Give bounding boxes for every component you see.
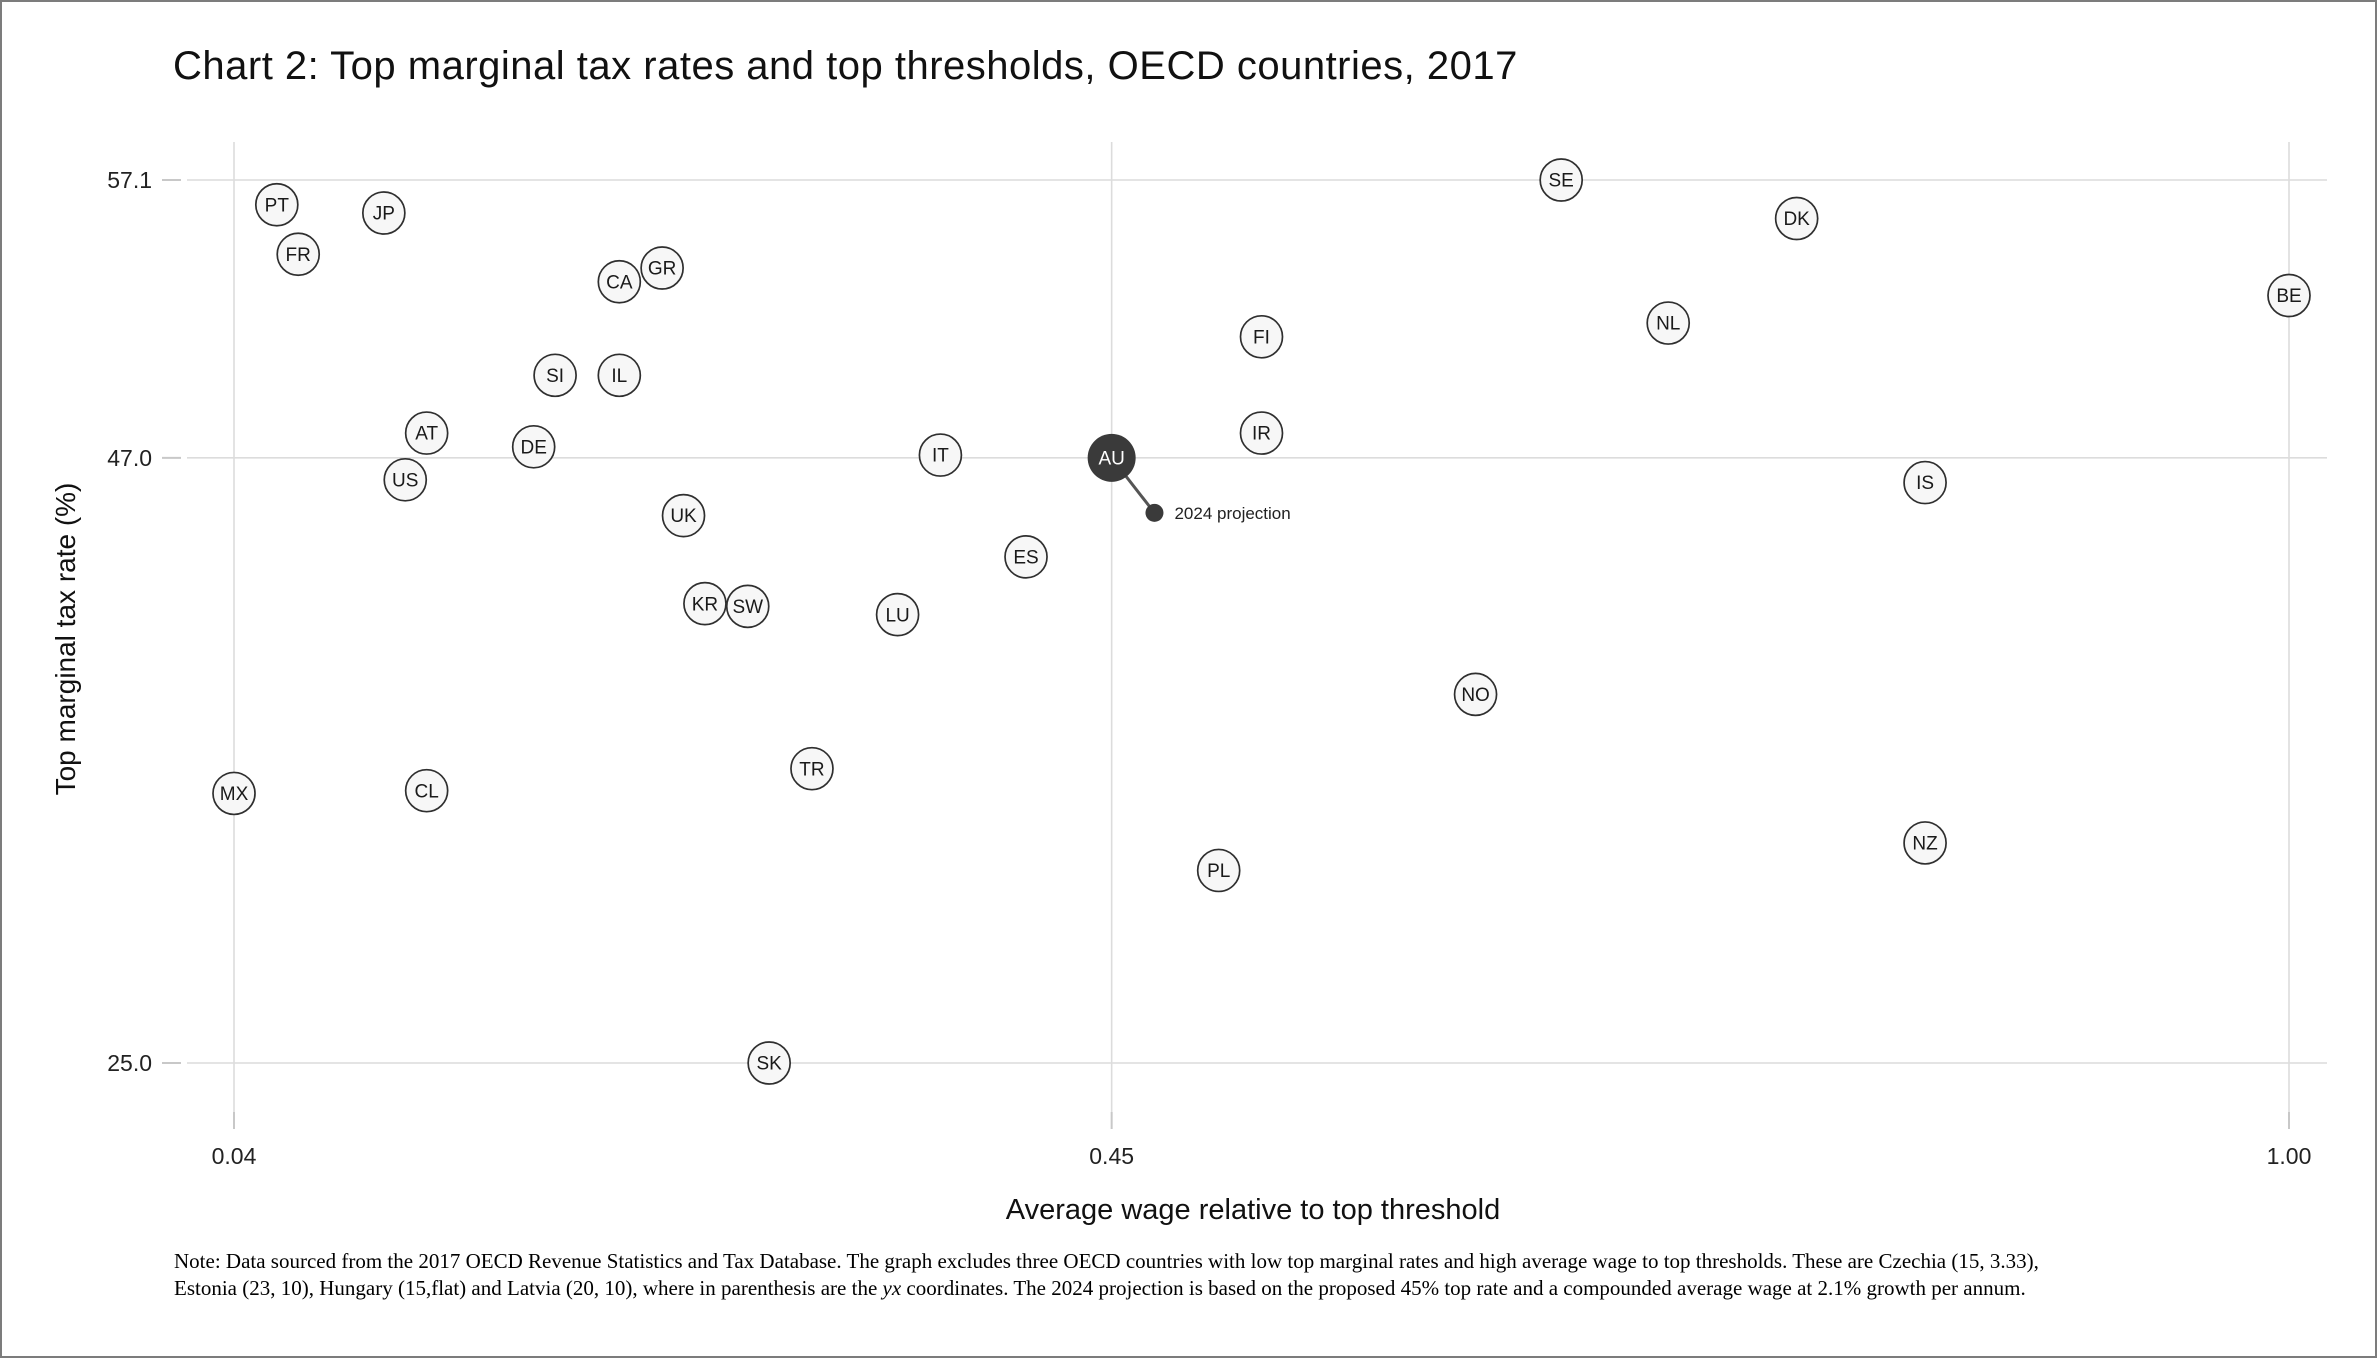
y-tick-label-57.1: 57.1 [107, 167, 152, 193]
data-point-JP [361, 191, 406, 235]
footnote-line-1: Note: Data sourced from the 2017 OECD Re… [174, 1249, 2039, 1273]
data-point-LU [875, 592, 920, 637]
data-point-SK [747, 1041, 792, 1085]
data-point-DE [511, 424, 556, 469]
data-point-label-IT: IT [932, 446, 949, 467]
data-point-label-PT: PT [265, 195, 290, 216]
data-point-IS [1903, 460, 1947, 505]
data-point-label-NL: NL [1656, 314, 1680, 335]
footnote: Note: Data sourced from the 2017 OECD Re… [174, 1248, 2355, 1302]
data-point-label-SE: SE [1549, 171, 1574, 192]
data-point-CL [404, 768, 449, 813]
data-point-label-GR: GR [648, 259, 677, 280]
data-point-label-NO: NO [1461, 685, 1490, 706]
data-point-PL [1196, 848, 1241, 893]
data-point-DK [1774, 196, 1819, 241]
data-point-label-SK: SK [756, 1054, 782, 1075]
data-point-FR [276, 232, 321, 277]
data-point-label-LU: LU [885, 605, 909, 626]
footnote-line-2-b: coordinates. The 2024 projection is base… [901, 1275, 2026, 1300]
data-point-label-TR: TR [799, 759, 824, 780]
data-point-label-SI: SI [546, 366, 564, 387]
data-point-label-BE: BE [2276, 286, 2301, 307]
y-tick-label-47.0: 47.0 [107, 445, 152, 471]
data-point-label-CA: CA [606, 272, 633, 293]
x-tick-label-0.04: 0.04 [212, 1143, 257, 1169]
data-point-label-DE: DE [520, 437, 546, 458]
data-point-label-FI: FI [1253, 327, 1270, 348]
data-point-MX [212, 771, 256, 816]
data-point-PT [254, 182, 299, 227]
data-point-NO [1453, 672, 1498, 717]
data-point-FI [1239, 314, 1284, 359]
footnote-line-2-a: Estonia (23, 10), Hungary (15,flat) and … [174, 1275, 883, 1300]
projection-dot [1145, 503, 1164, 522]
footnote-line-2: Estonia (23, 10), Hungary (15,flat) and … [174, 1275, 2355, 1302]
data-point-label-JP: JP [373, 204, 395, 225]
footnote-yx-italic: yx [882, 1275, 902, 1300]
y-axis-title: Top marginal tax rate (%) [50, 482, 81, 796]
data-point-label-AT: AT [415, 424, 438, 445]
data-point-AT [404, 411, 449, 455]
data-point-IL [597, 353, 642, 398]
data-point-label-PL: PL [1207, 861, 1230, 882]
data-point-US [383, 457, 428, 502]
data-point-label-ES: ES [1013, 548, 1038, 569]
data-point-KR [683, 581, 727, 626]
data-point-label-NZ: NZ [1912, 834, 1938, 855]
data-point-label-UK: UK [670, 506, 697, 527]
data-point-IT [918, 433, 963, 477]
data-point-NZ [1903, 821, 1947, 865]
data-point-label-US: US [392, 470, 418, 491]
data-point-label-KR: KR [692, 594, 718, 615]
data-point-label-DK: DK [1783, 209, 1810, 230]
data-point-CA [597, 259, 642, 304]
data-point-label-FR: FR [286, 245, 311, 266]
x-tick-label-1.00: 1.00 [2267, 1143, 2312, 1169]
data-point-AU-highlight [1087, 433, 1136, 482]
x-tick-label-0.45: 0.45 [1089, 1143, 1134, 1169]
data-point-label-IL: IL [611, 366, 627, 387]
projection-label: 2024 projection [1174, 504, 1290, 523]
data-point-NL [1646, 301, 1691, 345]
x-axis-title: Average wage relative to top threshold [1005, 1194, 1501, 1226]
data-point-SE [1539, 158, 1584, 202]
data-point-ES [1004, 535, 1048, 579]
data-point-BE [2267, 273, 2311, 318]
data-point-label-SW: SW [732, 597, 763, 618]
data-point-GR [640, 246, 684, 290]
data-point-label-IR: IR [1252, 424, 1271, 445]
data-point-label-CL: CL [415, 781, 439, 802]
data-point-label-AU: AU [1098, 448, 1124, 469]
data-point-label-IS: IS [1916, 473, 1934, 494]
data-point-TR [790, 746, 834, 791]
data-point-SI [533, 353, 577, 398]
data-point-label-MX: MX [220, 784, 249, 805]
data-point-SW [725, 584, 770, 629]
data-point-UK [661, 493, 706, 538]
data-point-IR [1239, 411, 1284, 455]
y-tick-label-25.0: 25.0 [107, 1050, 152, 1076]
chart-title: Chart 2: Top marginal tax rates and top … [173, 44, 1518, 88]
